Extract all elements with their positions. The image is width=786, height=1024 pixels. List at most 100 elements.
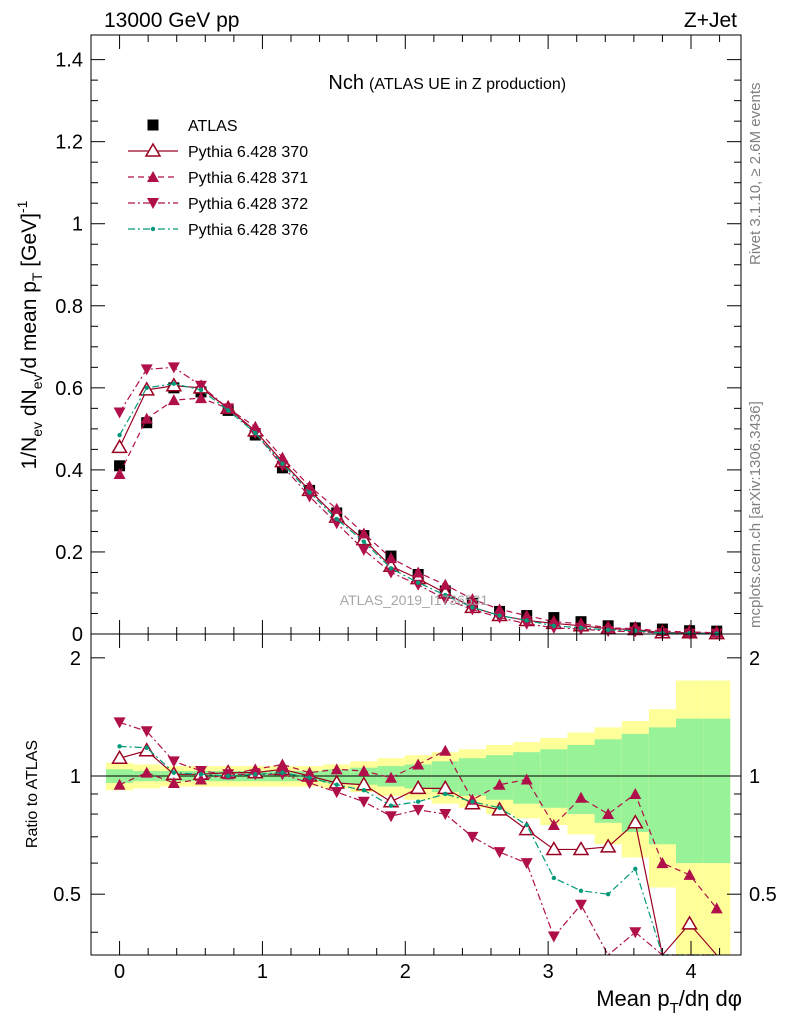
ratio-series-2-point [385,811,397,823]
main-series-3-point [140,364,153,376]
y-tick-label: 1 [72,214,83,236]
main-series-2-point [493,603,506,615]
main-series-2-point [412,566,425,578]
legend-marker [150,226,156,232]
ratio-series-3-point [198,772,204,777]
main-series-3-point [439,594,452,606]
ratio-series-1-point [547,819,560,831]
ratio-series-3-point [361,788,367,793]
ratio-series-1-point [683,868,696,880]
x-tick-label: 3 [543,961,554,983]
main-series-3-point [412,579,425,591]
main-series-4-point [253,430,258,436]
ratio-series-1-point [439,744,452,756]
main-series-2-point [303,480,316,492]
main-plot-panel: ATLAS_2019_I1736531 Nch (ATLAS UE in Z p… [14,34,742,646]
ratio-series-2-line [119,721,717,956]
ratio-band-inner [676,718,704,864]
main-series-4-point [144,385,149,391]
main-series-4-point [415,580,421,585]
main-series-4-point [198,387,204,393]
ratio-series-1-point [466,793,479,805]
ratio-series-1-point [412,758,425,770]
legend-label: Pythia 6.428 371 [188,170,308,187]
main-series-2-point [140,412,153,424]
ratio-series-2-point [439,809,452,821]
ratio-y-tick-label: 1 [749,766,760,788]
ratio-series-2-point [330,787,343,799]
legend-marker [147,171,159,182]
main-series-4-point [388,566,394,571]
ratio-series-1-point [113,778,126,790]
main-series-2-point [385,552,397,564]
main-series-4-point [171,381,177,386]
ratio-series-3-line [119,745,717,956]
ratio-series-1-point [629,787,642,799]
main-series-4-point [497,613,502,618]
ratio-series-1-point [710,902,723,914]
main-series-2-point [195,392,207,404]
ratio-y-tick-label: 0.5 [749,884,777,906]
main-series-4-point [280,461,285,466]
main-series-3-point [167,362,180,374]
main-series-2-point [466,593,479,605]
ratio-series-2-point [140,726,153,738]
ratio-series-2-point [167,756,180,768]
ratio-y-tick-label: 2 [749,648,760,670]
header-process-label: Z+Jet [684,9,737,32]
ratio-series-1-point [140,766,153,778]
main-series-4-point [578,625,584,631]
ratio-uncertainty-bands [91,680,741,955]
main-series-2-point [167,394,180,406]
ratio-series-0-point [572,840,590,856]
ratio-series-3 [117,744,717,956]
ratio-series-1-point [656,857,669,869]
ratio-series-3-point [171,770,177,775]
ratio-series-3-point [415,799,421,804]
ratio-series-0-point [599,838,617,853]
ratio-series-layer [111,717,723,957]
ratio-series-2-point [547,931,560,943]
rivet-version-label: Rivet 3.1.10, ≥ 2.6M events [747,83,764,266]
ratio-series-2-point [466,831,479,843]
ratio-series-2-point [575,899,587,911]
main-series-4-point [605,627,611,633]
ratio-series-3-point [633,866,638,872]
ratio-series-3-point [225,773,231,779]
x-axis-label: Mean pT/dη dφ [596,986,742,1017]
ratio-band-inner [567,744,595,815]
main-series-4-point [225,408,231,413]
ratio-series-2-point [520,858,533,870]
ratio-series-3-point [253,772,258,777]
main-series-2-point [330,502,343,514]
ratio-series-3-point [280,770,285,775]
ratio-series-0-point [681,915,698,930]
x-tick-label: 1 [257,961,268,983]
header-energy-label: 13000 GeV pp [104,9,239,32]
main-series-3-point [276,460,289,472]
ratio-series-0-point [111,749,128,764]
ratio-series-1-point [195,773,207,785]
ratio-band-inner [486,755,514,800]
ratio-series-1-point [330,763,343,775]
legend: ATLAS Pythia 6.428 370 Pythia 6.428 371 Pyt… [128,118,308,239]
ratio-series-3-point [334,782,339,787]
x-tick-label: 2 [400,961,411,983]
x-tick-label: 0 [114,961,125,983]
y-tick-label: 0.8 [55,296,83,318]
ratio-series-0-point [626,814,644,829]
ratio-series-1-point [520,773,533,785]
y-axis-label: 1/Nev dNev/d mean pT [GeV]-1 [14,200,45,469]
ratio-series-2-point [113,717,126,729]
main-series-4-point [443,592,448,598]
legend-marker [147,119,159,131]
legend-marker [147,198,159,209]
main-series-layer [111,362,726,640]
main-series-3-point [303,491,316,503]
y-tick-label: 0 [72,624,83,646]
main-series-2-point [439,578,452,590]
legend-label: Pythia 6.428 372 [188,196,308,213]
main-series-3-point [113,407,126,419]
main-series-4-point [117,432,122,438]
